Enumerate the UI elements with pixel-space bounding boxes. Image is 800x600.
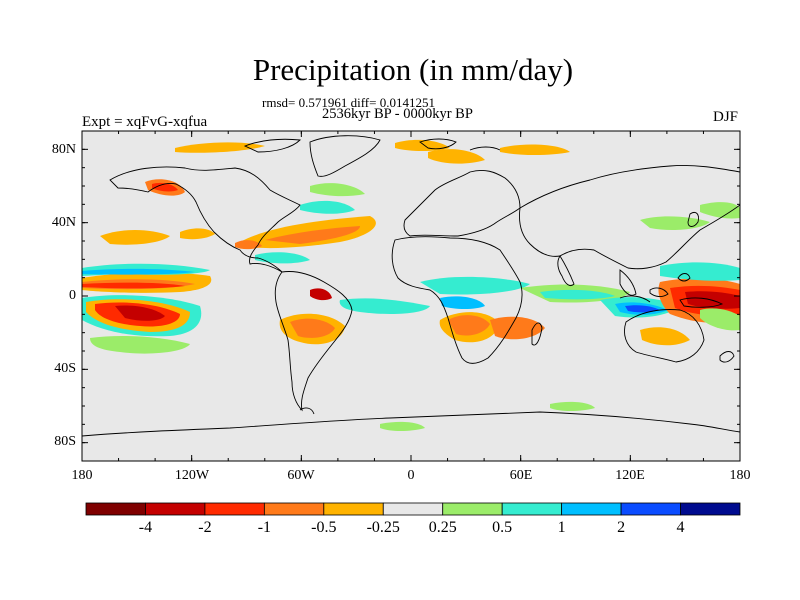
stats-line: rmsd= 0.571961 diff= 0.0141251 (262, 95, 435, 110)
map-background (82, 131, 740, 461)
colorbar-label: 0.5 (492, 519, 513, 536)
colorbar-swatch (263, 502, 325, 516)
colorbar-label: -0.25 (366, 519, 400, 536)
precip-anomaly-field (82, 139, 740, 431)
x-tick-label: 60E (509, 468, 533, 483)
y-tick-label: 80N (51, 142, 76, 157)
coastlines (82, 135, 740, 437)
colorbar-swatch (382, 502, 444, 516)
y-tick-label: 0 (69, 288, 76, 303)
colorbar-swatch (85, 502, 146, 516)
y-tick-label: 40S (54, 361, 76, 376)
colorbar-label: 0.25 (428, 519, 457, 536)
colorbar-label: -4 (138, 519, 153, 536)
colorbar-swatch (561, 502, 622, 516)
axis-ticks (81, 131, 741, 461)
colorbar-swatch (620, 502, 681, 516)
colorbar-swatch (204, 502, 265, 516)
colorbar-label: 1 (557, 519, 566, 536)
x-tick-label: 180 (729, 468, 751, 483)
period-line: 2536kyr BP - 0000kyr BP (322, 106, 473, 122)
x-tick-label: 120W (174, 468, 210, 483)
colorbar-label: -2 (198, 519, 212, 536)
colorbar-swatch (323, 502, 384, 516)
x-tick-label: 180 (71, 468, 93, 483)
x-tick-label: 120E (615, 468, 645, 483)
colorbar-label: 2 (617, 519, 626, 536)
map-title: Precipitation (in mm/day) (252, 52, 574, 87)
colorbar-label: 4 (676, 519, 685, 536)
season-label: DJF (712, 109, 738, 125)
x-tick-label: 60W (287, 468, 315, 483)
colorbar-swatch (442, 502, 503, 516)
x-tick-label: 0 (407, 468, 415, 483)
y-tick-label: 40N (51, 215, 76, 230)
colorbar-swatch (680, 502, 741, 516)
colorbar-swatch (145, 502, 206, 516)
colorbar-swatch (501, 502, 563, 516)
colorbar (85, 502, 741, 516)
colorbar-label: -1 (257, 519, 272, 536)
y-tick-label: 80S (54, 434, 76, 449)
experiment-label: Expt = xqFvG-xqfua (82, 114, 208, 130)
colorbar-label: -0.5 (311, 519, 337, 536)
